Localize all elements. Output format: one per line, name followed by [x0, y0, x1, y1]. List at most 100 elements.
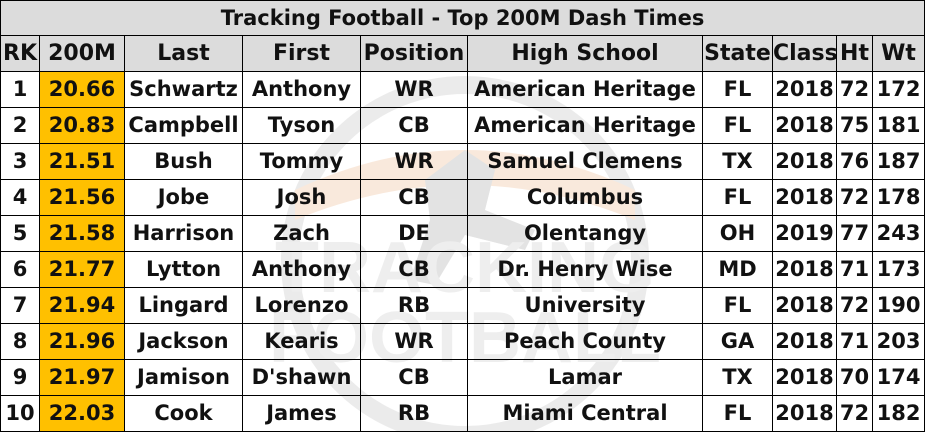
- cell-position: CB: [360, 251, 468, 288]
- cell-school: American Heritage: [467, 107, 703, 144]
- cell-state: FL: [702, 395, 773, 432]
- table-row: 10 22.03 Cook James RB Miami Central FL 2018 72 1…: [0, 395, 925, 432]
- cell-time: 21.58: [39, 215, 125, 252]
- cell-class: 2018: [772, 107, 837, 144]
- cell-position: RB: [360, 287, 468, 324]
- cell-rk: 6: [0, 251, 40, 288]
- cell-last: Cook: [124, 395, 243, 432]
- column-header-wt: Wt: [871, 35, 925, 72]
- cell-school: American Heritage: [467, 71, 703, 108]
- cell-last: Jackson: [124, 323, 243, 360]
- table-row: 9 21.97 Jamison D'shawn CB Lamar TX 2018 70 174: [0, 359, 925, 396]
- table-row: 8 21.96 Jackson Kearis WR Peach County GA 2018 7…: [0, 323, 925, 360]
- cell-ht: 72: [836, 179, 873, 216]
- cell-first: D'shawn: [242, 359, 361, 396]
- cell-last: Bush: [124, 143, 243, 180]
- column-header-ht: Ht: [836, 35, 873, 72]
- cell-first: Lorenzo: [242, 287, 361, 324]
- column-header-position: Position: [360, 35, 468, 72]
- header-row: RK 200M Last First Position High School State C…: [0, 35, 925, 72]
- table-row: 7 21.94 Lingard Lorenzo RB University FL 2018 72…: [0, 287, 925, 324]
- cell-state: GA: [702, 323, 773, 360]
- cell-first: Tommy: [242, 143, 361, 180]
- cell-ht: 76: [836, 143, 873, 180]
- cell-state: FL: [702, 71, 773, 108]
- table-row: 1 20.66 Schwartz Anthony WR American Heritage…: [0, 71, 925, 108]
- cell-last: Lingard: [124, 287, 243, 324]
- table-row: 6 21.77 Lytton Anthony CB Dr. Henry Wise MD 201…: [0, 251, 925, 288]
- cell-first: Anthony: [242, 71, 361, 108]
- cell-time: 20.66: [39, 71, 125, 108]
- cell-school: Miami Central: [467, 395, 703, 432]
- cell-time: 21.56: [39, 179, 125, 216]
- cell-position: WR: [360, 143, 468, 180]
- cell-rk: 4: [0, 179, 40, 216]
- column-header-rk: RK: [0, 35, 40, 72]
- cell-first: Kearis: [242, 323, 361, 360]
- cell-time: 21.96: [39, 323, 125, 360]
- cell-state: FL: [702, 107, 773, 144]
- cell-first: Anthony: [242, 251, 361, 288]
- cell-position: CB: [360, 107, 468, 144]
- cell-position: DE: [360, 215, 468, 252]
- cell-state: FL: [702, 287, 773, 324]
- column-header-time: 200M: [39, 35, 125, 72]
- column-header-school: High School: [467, 35, 703, 72]
- column-header-last: Last: [124, 35, 243, 72]
- cell-class: 2018: [772, 179, 837, 216]
- cell-time: 20.83: [39, 107, 125, 144]
- cell-ht: 71: [836, 323, 873, 360]
- cell-position: WR: [360, 323, 468, 360]
- cell-class: 2019: [772, 215, 837, 252]
- cell-last: Harrison: [124, 215, 243, 252]
- cell-first: Tyson: [242, 107, 361, 144]
- cell-class: 2018: [772, 71, 837, 108]
- cell-state: TX: [702, 143, 773, 180]
- cell-first: James: [242, 395, 361, 432]
- cell-class: 2018: [772, 143, 837, 180]
- cell-time: 22.03: [39, 395, 125, 432]
- cell-rk: 8: [0, 323, 40, 360]
- cell-ht: 75: [836, 107, 873, 144]
- cell-class: 2018: [772, 359, 837, 396]
- cell-school: Dr. Henry Wise: [467, 251, 703, 288]
- cell-wt: 178: [871, 179, 925, 216]
- cell-rk: 7: [0, 287, 40, 324]
- cell-class: 2018: [772, 251, 837, 288]
- cell-first: Josh: [242, 179, 361, 216]
- cell-wt: 182: [871, 395, 925, 432]
- cell-school: Columbus: [467, 179, 703, 216]
- cell-state: MD: [702, 251, 773, 288]
- cell-wt: 173: [871, 251, 925, 288]
- cell-last: Schwartz: [124, 71, 243, 108]
- cell-ht: 77: [836, 215, 873, 252]
- cell-rk: 5: [0, 215, 40, 252]
- cell-school: University: [467, 287, 703, 324]
- cell-rk: 3: [0, 143, 40, 180]
- cell-wt: 187: [871, 143, 925, 180]
- cell-position: CB: [360, 359, 468, 396]
- cell-class: 2018: [772, 287, 837, 324]
- cell-time: 21.97: [39, 359, 125, 396]
- cell-time: 21.51: [39, 143, 125, 180]
- cell-ht: 72: [836, 71, 873, 108]
- cell-time: 21.94: [39, 287, 125, 324]
- table-row: 4 21.56 Jobe Josh CB Columbus FL 2018 72 178: [0, 179, 925, 216]
- cell-state: OH: [702, 215, 773, 252]
- column-header-class: Class: [772, 35, 837, 72]
- cell-class: 2018: [772, 323, 837, 360]
- table-body: 1 20.66 Schwartz Anthony WR American Heritage…: [0, 71, 925, 432]
- cell-ht: 72: [836, 287, 873, 324]
- cell-time: 21.77: [39, 251, 125, 288]
- cell-wt: 203: [871, 323, 925, 360]
- cell-position: RB: [360, 395, 468, 432]
- table-row: 3 21.51 Bush Tommy WR Samuel Clemens TX 2018 76 1…: [0, 143, 925, 180]
- cell-wt: 172: [871, 71, 925, 108]
- cell-ht: 71: [836, 251, 873, 288]
- table-row: 5 21.58 Harrison Zach DE Olentangy OH 2019 77 243: [0, 215, 925, 252]
- column-header-state: State: [702, 35, 773, 72]
- cell-rk: 2: [0, 107, 40, 144]
- cell-wt: 174: [871, 359, 925, 396]
